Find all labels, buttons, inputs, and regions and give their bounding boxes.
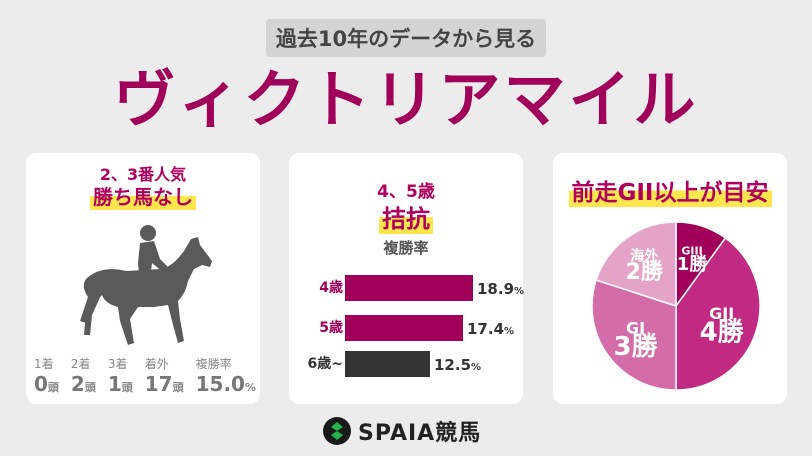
stat-unit: 頭 xyxy=(47,381,59,394)
stat-unit: 頭 xyxy=(121,381,133,394)
popularity-heading-line1: 2、3番人気 xyxy=(99,165,187,184)
stat-unit: 頭 xyxy=(84,381,96,394)
age-card: 4、5歳 拮抗 複勝率 4歳 18.9% 5歳 17.4% 6歳~ 12.5% xyxy=(289,153,524,404)
stat-value: 15.0 xyxy=(195,372,245,396)
pie-slice xyxy=(675,236,761,391)
bar xyxy=(345,351,430,377)
stat-place-rate: 複勝率 15.0% xyxy=(196,357,256,401)
stat-unit: % xyxy=(244,381,256,394)
bar-row: 6歳~ 12.5% xyxy=(289,351,523,377)
popularity-heading-line2: 勝ち馬なし xyxy=(26,181,260,210)
subtitle-text: 過去10年のデータから見る xyxy=(275,27,537,51)
stat-unit: 頭 xyxy=(172,381,184,394)
brand-name: SPAIA競馬 xyxy=(358,421,482,446)
popularity-stats: 1着 0頭 2着 2頭 3着 1頭 着外 17頭 複勝率 15.0% xyxy=(34,357,256,401)
stat-out: 着外 17頭 xyxy=(145,357,184,401)
pie-slice xyxy=(591,279,677,391)
stat-1st: 1着 0頭 xyxy=(34,357,59,401)
bar-value-label: 18.9% xyxy=(477,280,525,298)
footer-brand: SPAIA競馬 xyxy=(322,414,481,448)
subtitle-pill: 過去10年のデータから見る xyxy=(266,19,546,57)
horse-rider-icon xyxy=(80,225,212,345)
chart-metric-label: 複勝率 xyxy=(383,239,429,257)
main-title: ヴィクトリアマイル xyxy=(113,63,699,136)
stat-label: 複勝率 xyxy=(195,357,232,371)
popularity-card: 2、3番人気 勝ち馬なし 1着 0頭 2着 2頭 3着 1頭 着外 17頭 複勝… xyxy=(26,153,260,404)
pie-slice xyxy=(595,221,677,308)
pie-slice-label: 海外 xyxy=(630,247,658,264)
bar-value-label: 12.5% xyxy=(434,356,482,374)
stat-label: 3着 xyxy=(107,357,128,371)
bar-row: 4歳 18.9% xyxy=(289,275,524,301)
prev-race-heading: 前走GII以上が目安 xyxy=(553,173,787,207)
pie-slice-value: 1勝 xyxy=(677,253,709,275)
stat-label: 2着 xyxy=(70,357,91,371)
pie-slice-value: 2勝 xyxy=(626,260,664,285)
stat-value: 1 xyxy=(107,372,122,396)
stat-value: 0 xyxy=(34,372,48,396)
bar xyxy=(345,315,463,341)
pie-slice-value: 3勝 xyxy=(614,332,659,362)
bar-category-label: 6歳~ xyxy=(307,356,343,372)
spaia-logo-icon xyxy=(323,417,351,445)
pie-slice-label: GII xyxy=(709,304,734,323)
pie-slice-value: 4勝 xyxy=(700,317,745,347)
pie-slice-label: GIII xyxy=(681,245,702,258)
stat-value: 17 xyxy=(144,372,173,396)
age-heading-line2: 拮抗 xyxy=(289,199,523,234)
bar-row: 5歳 17.4% xyxy=(289,315,523,341)
stat-3rd: 3着 1頭 xyxy=(108,357,133,401)
pie-slice-label: GI xyxy=(626,318,645,337)
bar-category-label: 4歳 xyxy=(319,280,343,296)
stat-label: 着外 xyxy=(144,357,169,371)
bar xyxy=(345,275,473,301)
stat-2nd: 2着 2頭 xyxy=(71,357,96,401)
stat-label: 1着 xyxy=(34,357,54,371)
bar-value-label: 17.4% xyxy=(467,320,515,338)
prev-race-card: 前走GII以上が目安 GIII 1勝 GII 4勝 GI 3勝 海外 2勝 xyxy=(553,153,787,404)
bar-category-label: 5歳 xyxy=(319,320,343,336)
stat-value: 2 xyxy=(70,372,85,396)
age-heading-line1: 4、5歳 xyxy=(377,182,435,202)
